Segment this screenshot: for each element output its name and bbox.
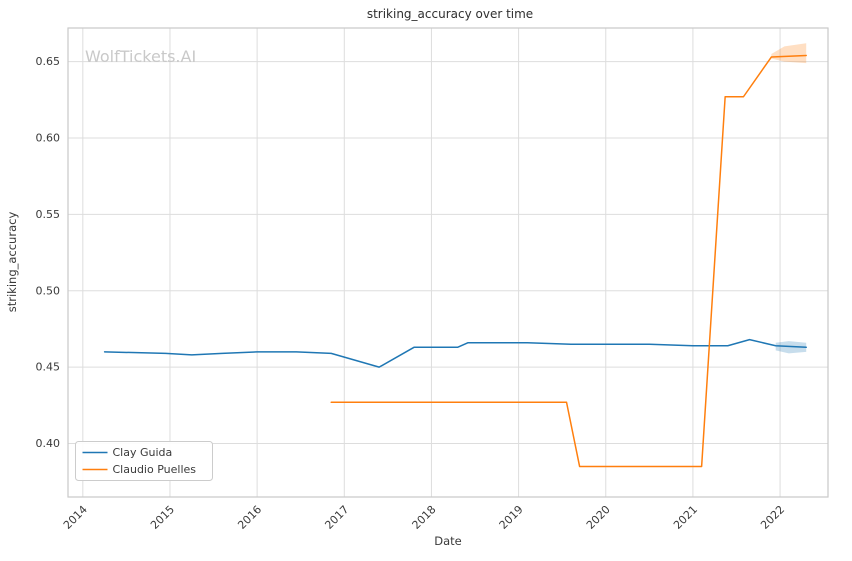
x-tick-label: 2015	[148, 503, 177, 532]
legend-label: Claudio Puelles	[113, 463, 197, 476]
y-axis-label: striking_accuracy	[5, 212, 19, 313]
legend-box	[75, 441, 213, 481]
plot-border	[67, 27, 829, 498]
series-line-claudio-puelles	[330, 54, 807, 468]
watermark: WolfTickets.AI	[85, 47, 196, 66]
y-tick-label: 0.40	[36, 437, 61, 450]
series-line-clay-guida	[103, 338, 807, 368]
confidence-band-clay-guida	[775, 341, 807, 354]
y-tick-label: 0.65	[36, 55, 61, 68]
x-tick-label: 2014	[61, 503, 90, 532]
x-axis-label: Date	[434, 534, 462, 548]
legend-label: Clay Guida	[113, 446, 173, 459]
x-tick-label: 2021	[671, 503, 700, 532]
x-tick-label: 2022	[758, 503, 787, 532]
y-tick-label: 0.55	[36, 208, 61, 221]
x-tick-label: 2019	[497, 503, 526, 532]
x-tick-label: 2017	[322, 503, 351, 532]
x-tick-label: 2020	[584, 503, 613, 532]
y-tick-label: 0.45	[36, 361, 61, 374]
x-tick-label: 2016	[235, 503, 264, 532]
chart-title: striking_accuracy over time	[367, 7, 533, 21]
plot-area: 0.40 0.45 0.50 0.55 0.60 0.65 2014 2015 2016 2017…	[36, 27, 829, 532]
confidence-band-claudio-puelles	[771, 43, 807, 64]
y-tick-label: 0.50	[36, 284, 61, 297]
x-tick-label: 2018	[410, 503, 439, 532]
y-tick-label: 0.60	[36, 131, 61, 144]
